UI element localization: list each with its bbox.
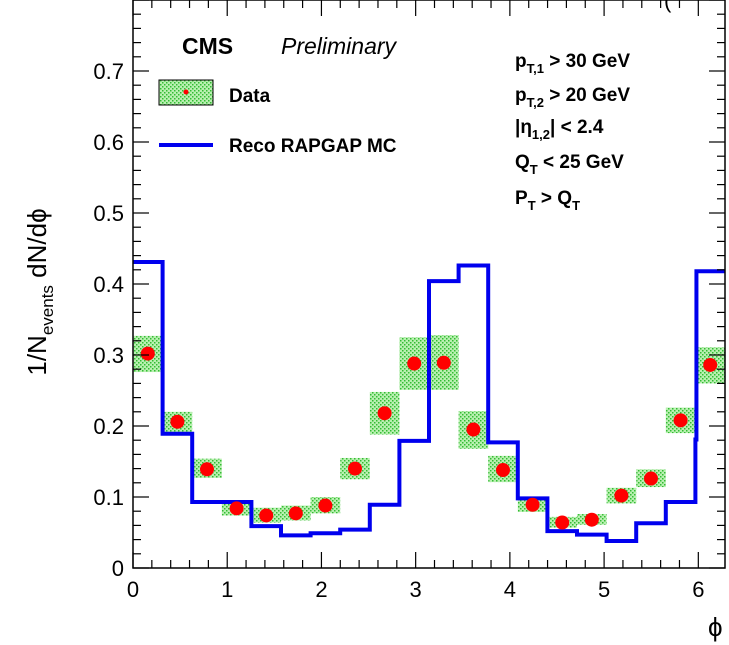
data-point — [673, 413, 688, 428]
y-tick-label: 0.5 — [93, 201, 124, 226]
data-point — [584, 512, 599, 527]
x-axis-label: ϕ — [708, 612, 723, 642]
data-point — [347, 461, 362, 476]
cut-label-main: P — [515, 188, 528, 209]
data-point — [170, 414, 185, 429]
legend: Data Reco RAPGAP MC — [158, 79, 397, 157]
x-tick-label: 0 — [127, 577, 139, 602]
data-point — [436, 355, 451, 370]
cut-label: PT > QT — [515, 188, 580, 213]
cut-label: |η1,2| < 2.4 — [515, 117, 604, 142]
header-fragment: ( — [664, 0, 672, 13]
y-tick-label: 0.7 — [93, 59, 124, 84]
x-tick-label: 6 — [692, 577, 704, 602]
y-tick-label: 0.3 — [93, 343, 124, 368]
x-tick-label: 1 — [221, 577, 233, 602]
data-point — [259, 508, 274, 523]
y-axis-label-main: 1/N — [22, 335, 52, 375]
data-point — [288, 506, 303, 521]
y-tick-label: 0.2 — [93, 414, 124, 439]
legend-mc-label: Reco RAPGAP MC — [229, 136, 397, 157]
legend-data-marker — [183, 89, 189, 95]
cut-label-sub2: T — [572, 198, 580, 213]
cut-label-tail: > 30 GeV — [544, 51, 630, 72]
data-point — [495, 463, 510, 478]
x-tick-label: 3 — [410, 577, 422, 602]
data-point — [318, 498, 333, 513]
data-point — [466, 422, 481, 437]
cms-label: CMS — [182, 33, 233, 59]
data-point — [525, 497, 540, 512]
mc-histogram-line — [133, 259, 725, 544]
cut-label-sub: 1,2 — [532, 127, 550, 142]
cut-label-sub: T,2 — [527, 95, 544, 110]
cut-label: pT,1 > 30 GeV — [515, 51, 630, 76]
preliminary-label: Preliminary — [281, 33, 398, 59]
data-point — [614, 488, 629, 503]
data-point — [407, 356, 422, 371]
data-point — [703, 357, 718, 372]
y-tick-label: 0.6 — [93, 130, 124, 155]
x-tick-label: 5 — [598, 577, 610, 602]
data-point — [140, 346, 155, 361]
y-axis-label-tail: dN/dϕ — [22, 208, 52, 285]
y-tick-label: 0 — [112, 556, 124, 581]
cut-label: pT,2 > 20 GeV — [515, 85, 630, 110]
data-point — [200, 462, 214, 477]
y-axis-label: 1/Nevents dN/dϕ — [22, 208, 57, 375]
cut-label-main: p — [515, 51, 527, 72]
cut-label: QT < 25 GeV — [515, 152, 624, 177]
cut-label-main: Q — [515, 152, 530, 173]
data-point — [229, 501, 244, 516]
y-tick-label: 0.4 — [93, 272, 124, 297]
y-tick-label: 0.1 — [93, 485, 124, 510]
data-point — [643, 471, 658, 486]
cut-label-sub: T — [528, 198, 536, 213]
cut-label-sub: T,1 — [527, 61, 544, 76]
cut-label-tail: < 25 GeV — [538, 152, 624, 173]
x-tick-label: 4 — [504, 577, 516, 602]
y-axis-label-sub: events — [38, 285, 57, 335]
cut-label-sub: T — [530, 162, 538, 177]
legend-entry-data: Data — [158, 79, 271, 107]
data-point — [555, 515, 570, 530]
legend-data-label: Data — [229, 86, 271, 107]
cut-label-tail: > Q — [536, 188, 572, 209]
cut-label-tail: | < 2.4 — [550, 117, 604, 138]
cut-label-main: p — [515, 85, 527, 106]
data-uncertainty-bands — [133, 335, 725, 528]
data-point — [377, 406, 392, 421]
axis-ticks: 0 1 2 3 4 5 6 0 0.1 0.2 0.3 0.4 0.5 0.6 0.7 — [93, 0, 725, 602]
legend-entry-mc: Reco RAPGAP MC — [159, 136, 397, 157]
cut-label-tail: > 20 GeV — [544, 85, 630, 106]
data-points — [140, 346, 718, 530]
cut-label-main: |η — [515, 117, 532, 138]
x-tick-label: 2 — [315, 577, 327, 602]
